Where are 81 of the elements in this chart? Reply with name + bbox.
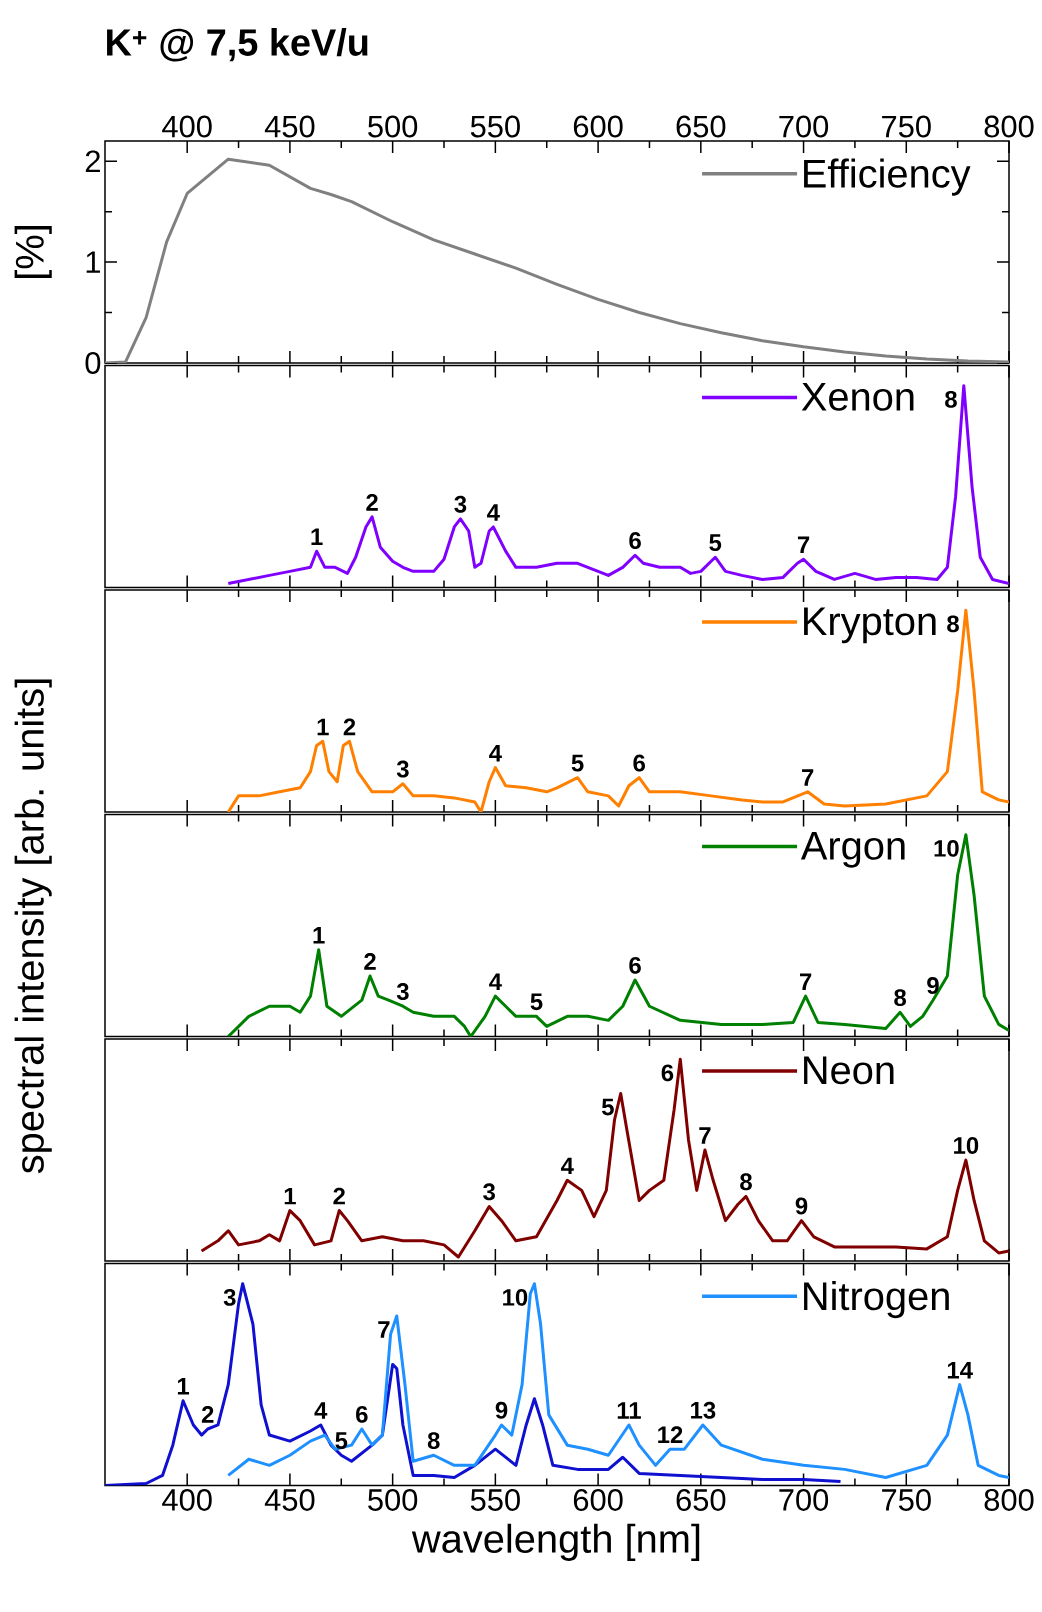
x-tick-label: 550 [470,115,520,138]
annotation: 13 [691,1401,716,1419]
legend-label: Argon [800,832,905,868]
y-axis-title: spectral intensity [arb. units] [14,679,52,1174]
annotation: 9 [927,977,939,994]
x-axis-title: wavelength [nm] [411,1523,700,1561]
annotation: 6 [633,754,645,772]
x-tick-label: 500 [368,115,418,138]
annotation: 2 [366,493,378,511]
annotation: 14 [947,1361,973,1379]
annotation: 6 [629,956,641,974]
x-tick-label: 600 [573,1489,623,1511]
x-tick-label: 650 [676,1489,726,1511]
annotation: 1 [177,1378,190,1395]
annotation: 2 [201,1406,214,1423]
annotation: 8 [740,1173,752,1191]
annotation: 5 [571,754,584,772]
annotation: 3 [396,760,409,778]
y-tick-label: 2 [85,150,100,172]
annotation: 11 [617,1402,641,1419]
annotation: 3 [223,1288,236,1306]
series-label: Xenon [801,383,914,411]
annotation: 4 [489,973,502,990]
annotation: 4 [314,1402,328,1419]
annotation: 5 [335,1432,348,1450]
annotation: 3 [396,983,409,1001]
annotation: 2 [343,718,356,736]
legend-label: Krypton [804,607,936,644]
x-tick-label: 400 [162,1489,212,1511]
legend-label: Efficiency [804,158,971,196]
chart-title: K$^{+}$ @ 7,5 keV/u [107,28,368,62]
annotation: 6 [661,1064,674,1082]
annotation: 7 [797,536,810,554]
x-tick-label: 500 [368,1489,418,1511]
x-tick-label: 550 [470,1489,520,1511]
annotation: 2 [364,953,376,970]
y-axis-title: [%] [14,226,52,278]
annotation: 5 [601,1098,614,1116]
annotation: 1 [311,528,323,545]
annotation: 1 [313,927,325,944]
x-tick-label: 700 [779,115,829,138]
x-tick-label: 450 [264,115,315,138]
legend-label: Nitrogen [804,1281,949,1319]
x-tick-label: 750 [882,1489,931,1511]
annotation: 7 [802,769,814,786]
x-tick-label: 750 [882,115,931,138]
annotation: 6 [629,532,641,550]
annotation: 8 [945,390,957,408]
annotation: 1 [317,718,329,736]
annotation: 7 [799,973,812,990]
x-tick-label: 800 [984,1489,1034,1511]
annotation: 8 [894,989,907,1007]
annotation: 9 [495,1401,508,1419]
annotation: 12 [658,1426,683,1443]
annotation: 10 [934,839,959,857]
x-tick-label: 600 [573,115,623,138]
x-tick-label: 450 [264,1489,315,1511]
x-tick-label: 400 [162,115,212,138]
annotation: 5 [530,993,543,1011]
annotation: 8 [427,1432,440,1450]
text: Neon [804,1056,894,1085]
annotation: 4 [487,504,500,521]
annotation: 3 [454,495,467,513]
annotation: 5 [709,534,722,552]
annotation: 10 [503,1288,528,1306]
annotation: 3 [483,1183,495,1201]
annotation: 10 [954,1136,979,1154]
annotation: 4 [560,1157,574,1175]
annotation: 8 [947,615,959,633]
y-tick-label: 1 [86,251,100,273]
annotation: 7 [699,1127,711,1144]
x-tick-label: 700 [779,1489,829,1511]
x-tick-label: 800 [984,115,1034,138]
annotation: 4 [489,744,502,762]
annotation: 2 [333,1187,345,1205]
y-tick-label: 0 [85,352,101,374]
annotation: 6 [356,1405,368,1423]
annotation: 9 [795,1197,808,1215]
annotation: 7 [378,1321,390,1338]
x-tick-label: 650 [676,115,726,138]
annotation: 1 [284,1187,296,1205]
